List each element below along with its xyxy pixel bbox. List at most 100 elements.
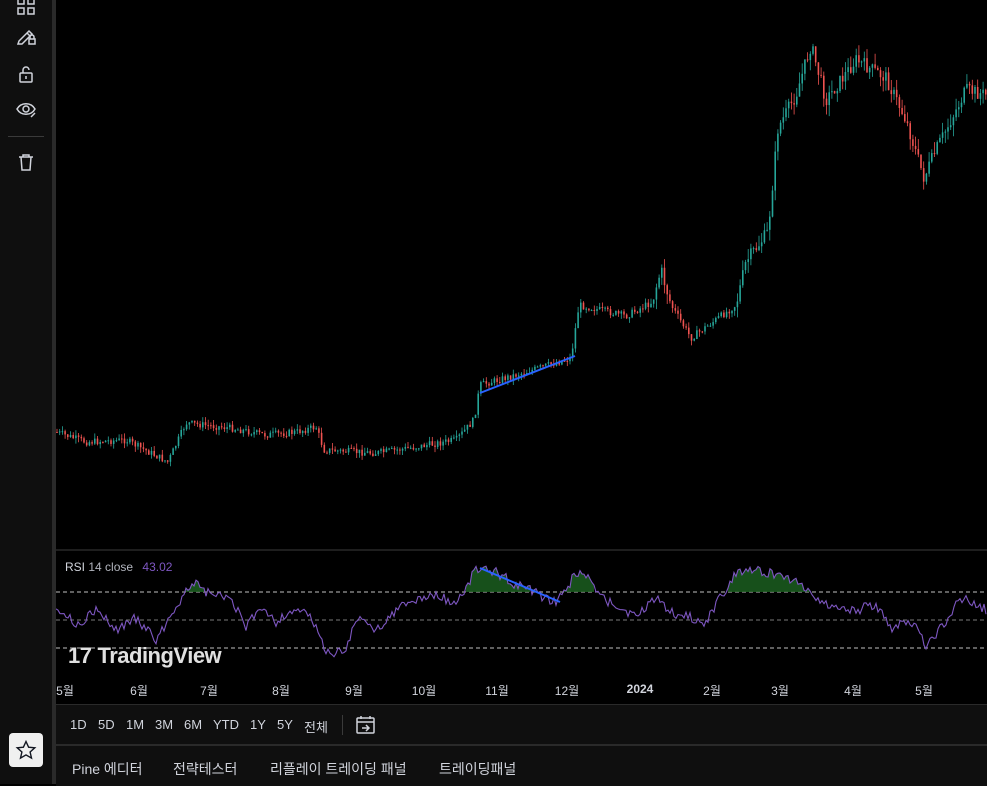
- candle-body: [642, 308, 644, 310]
- candle-body: [361, 449, 363, 456]
- time-axis[interactable]: 5월 6월 7월 8월 9월 10월 11월 12월 2024 2월 3월 4월 5월: [56, 676, 987, 704]
- candle-body: [544, 363, 547, 366]
- candle-body: [777, 133, 779, 152]
- candle-body: [218, 426, 220, 430]
- range-bar: 1D 5D 1M 3M 6M YTD 1Y 5Y 전체: [56, 704, 987, 745]
- range-button[interactable]: YTD: [213, 717, 239, 732]
- candle-body: [860, 61, 863, 63]
- candle-body: [736, 301, 739, 308]
- chart-pane[interactable]: [56, 0, 987, 704]
- eye-icon[interactable]: [10, 95, 42, 123]
- indicator-params: 14 close: [88, 560, 134, 574]
- candle-body: [129, 438, 131, 443]
- time-axis-label: 2024: [626, 682, 654, 696]
- bottom-tab[interactable]: 전략테스터: [173, 761, 238, 777]
- candle-body: [917, 149, 920, 155]
- candle-body: [698, 330, 701, 332]
- lock-drawing-icon[interactable]: [10, 21, 42, 49]
- candle-body: [906, 121, 909, 124]
- left-drawing-toolbar: [0, 0, 52, 784]
- range-button[interactable]: 5Y: [277, 717, 293, 732]
- trash-icon[interactable]: [10, 148, 42, 176]
- candle-body: [820, 74, 822, 76]
- candle-body: [593, 310, 596, 312]
- candle-body: [701, 331, 704, 333]
- candle-body: [428, 441, 431, 446]
- bottom-tab[interactable]: 트레이딩패널: [439, 761, 517, 777]
- candle-body: [407, 446, 409, 448]
- goto-date-button[interactable]: [354, 713, 378, 737]
- candle-body: [442, 441, 444, 446]
- range-button[interactable]: 6M: [184, 717, 203, 732]
- candle-body: [453, 437, 455, 439]
- price-chart[interactable]: [56, 0, 987, 704]
- candle-body: [480, 382, 482, 394]
- candle-body: [112, 440, 115, 444]
- candle-body: [104, 440, 107, 443]
- pane-separator[interactable]: [56, 549, 987, 551]
- candle-body: [852, 66, 855, 73]
- candle-body: [955, 109, 957, 118]
- candle-body: [717, 316, 720, 318]
- candle-body: [596, 309, 598, 311]
- candle-body: [418, 448, 420, 450]
- candle-body: [342, 449, 344, 452]
- range-button[interactable]: 3M: [155, 717, 174, 732]
- candle-body: [679, 313, 682, 321]
- candle-body: [868, 67, 871, 73]
- candle-body: [99, 442, 101, 445]
- candle-body: [310, 425, 312, 428]
- candle-body: [817, 62, 820, 75]
- candle-body: [887, 72, 890, 91]
- candle-body: [763, 230, 766, 243]
- candle-body: [858, 55, 860, 63]
- unlock-icon[interactable]: [10, 60, 42, 88]
- candle-body: [334, 449, 336, 452]
- candle-body: [291, 429, 293, 434]
- candle-body: [985, 89, 987, 95]
- candle-body: [350, 447, 353, 449]
- candle-body: [77, 435, 80, 437]
- star-icon: [15, 739, 37, 760]
- rsi-legend[interactable]: RSI 14 close 43.02: [65, 560, 172, 574]
- candle-body: [61, 431, 64, 433]
- layout-grid-icon[interactable]: [10, 0, 42, 20]
- range-button[interactable]: 전체: [304, 720, 328, 735]
- candle-body: [337, 450, 339, 452]
- candle-body: [91, 442, 93, 444]
- candle-body: [590, 310, 593, 312]
- candle-body: [345, 451, 347, 453]
- favorites-button[interactable]: [9, 733, 43, 767]
- candle-body: [445, 439, 447, 442]
- candle-body: [385, 448, 388, 453]
- candle-body: [617, 311, 620, 314]
- candle-body: [131, 438, 134, 442]
- candle-body: [847, 67, 849, 73]
- time-axis-label: 11월: [485, 684, 509, 698]
- candle-body: [404, 446, 407, 449]
- candle-body: [968, 83, 971, 86]
- candle-body: [839, 75, 841, 92]
- candle-body: [96, 438, 99, 445]
- tradingview-logo-icon: 17: [68, 643, 92, 668]
- range-button[interactable]: 1D: [70, 717, 87, 732]
- candle-body: [774, 151, 776, 191]
- candle-body: [67, 434, 69, 438]
- candle-body: [971, 85, 974, 94]
- candle-body: [588, 308, 590, 311]
- candle-body: [836, 91, 839, 94]
- bottom-tab[interactable]: Pine 에디터: [72, 761, 143, 777]
- candle-body: [825, 98, 828, 106]
- candle-body: [466, 424, 469, 430]
- candle-body: [277, 430, 280, 433]
- candle-body: [212, 425, 215, 429]
- range-button[interactable]: 1M: [126, 717, 145, 732]
- candle-body: [396, 449, 398, 451]
- candle-body: [393, 447, 396, 450]
- candle-body: [963, 87, 965, 103]
- range-button[interactable]: 1Y: [250, 717, 266, 732]
- candle-body: [204, 422, 207, 426]
- candle-body: [623, 311, 625, 315]
- range-button[interactable]: 5D: [98, 717, 115, 732]
- bottom-tab[interactable]: 리플레이 트레이딩 패널: [270, 761, 407, 777]
